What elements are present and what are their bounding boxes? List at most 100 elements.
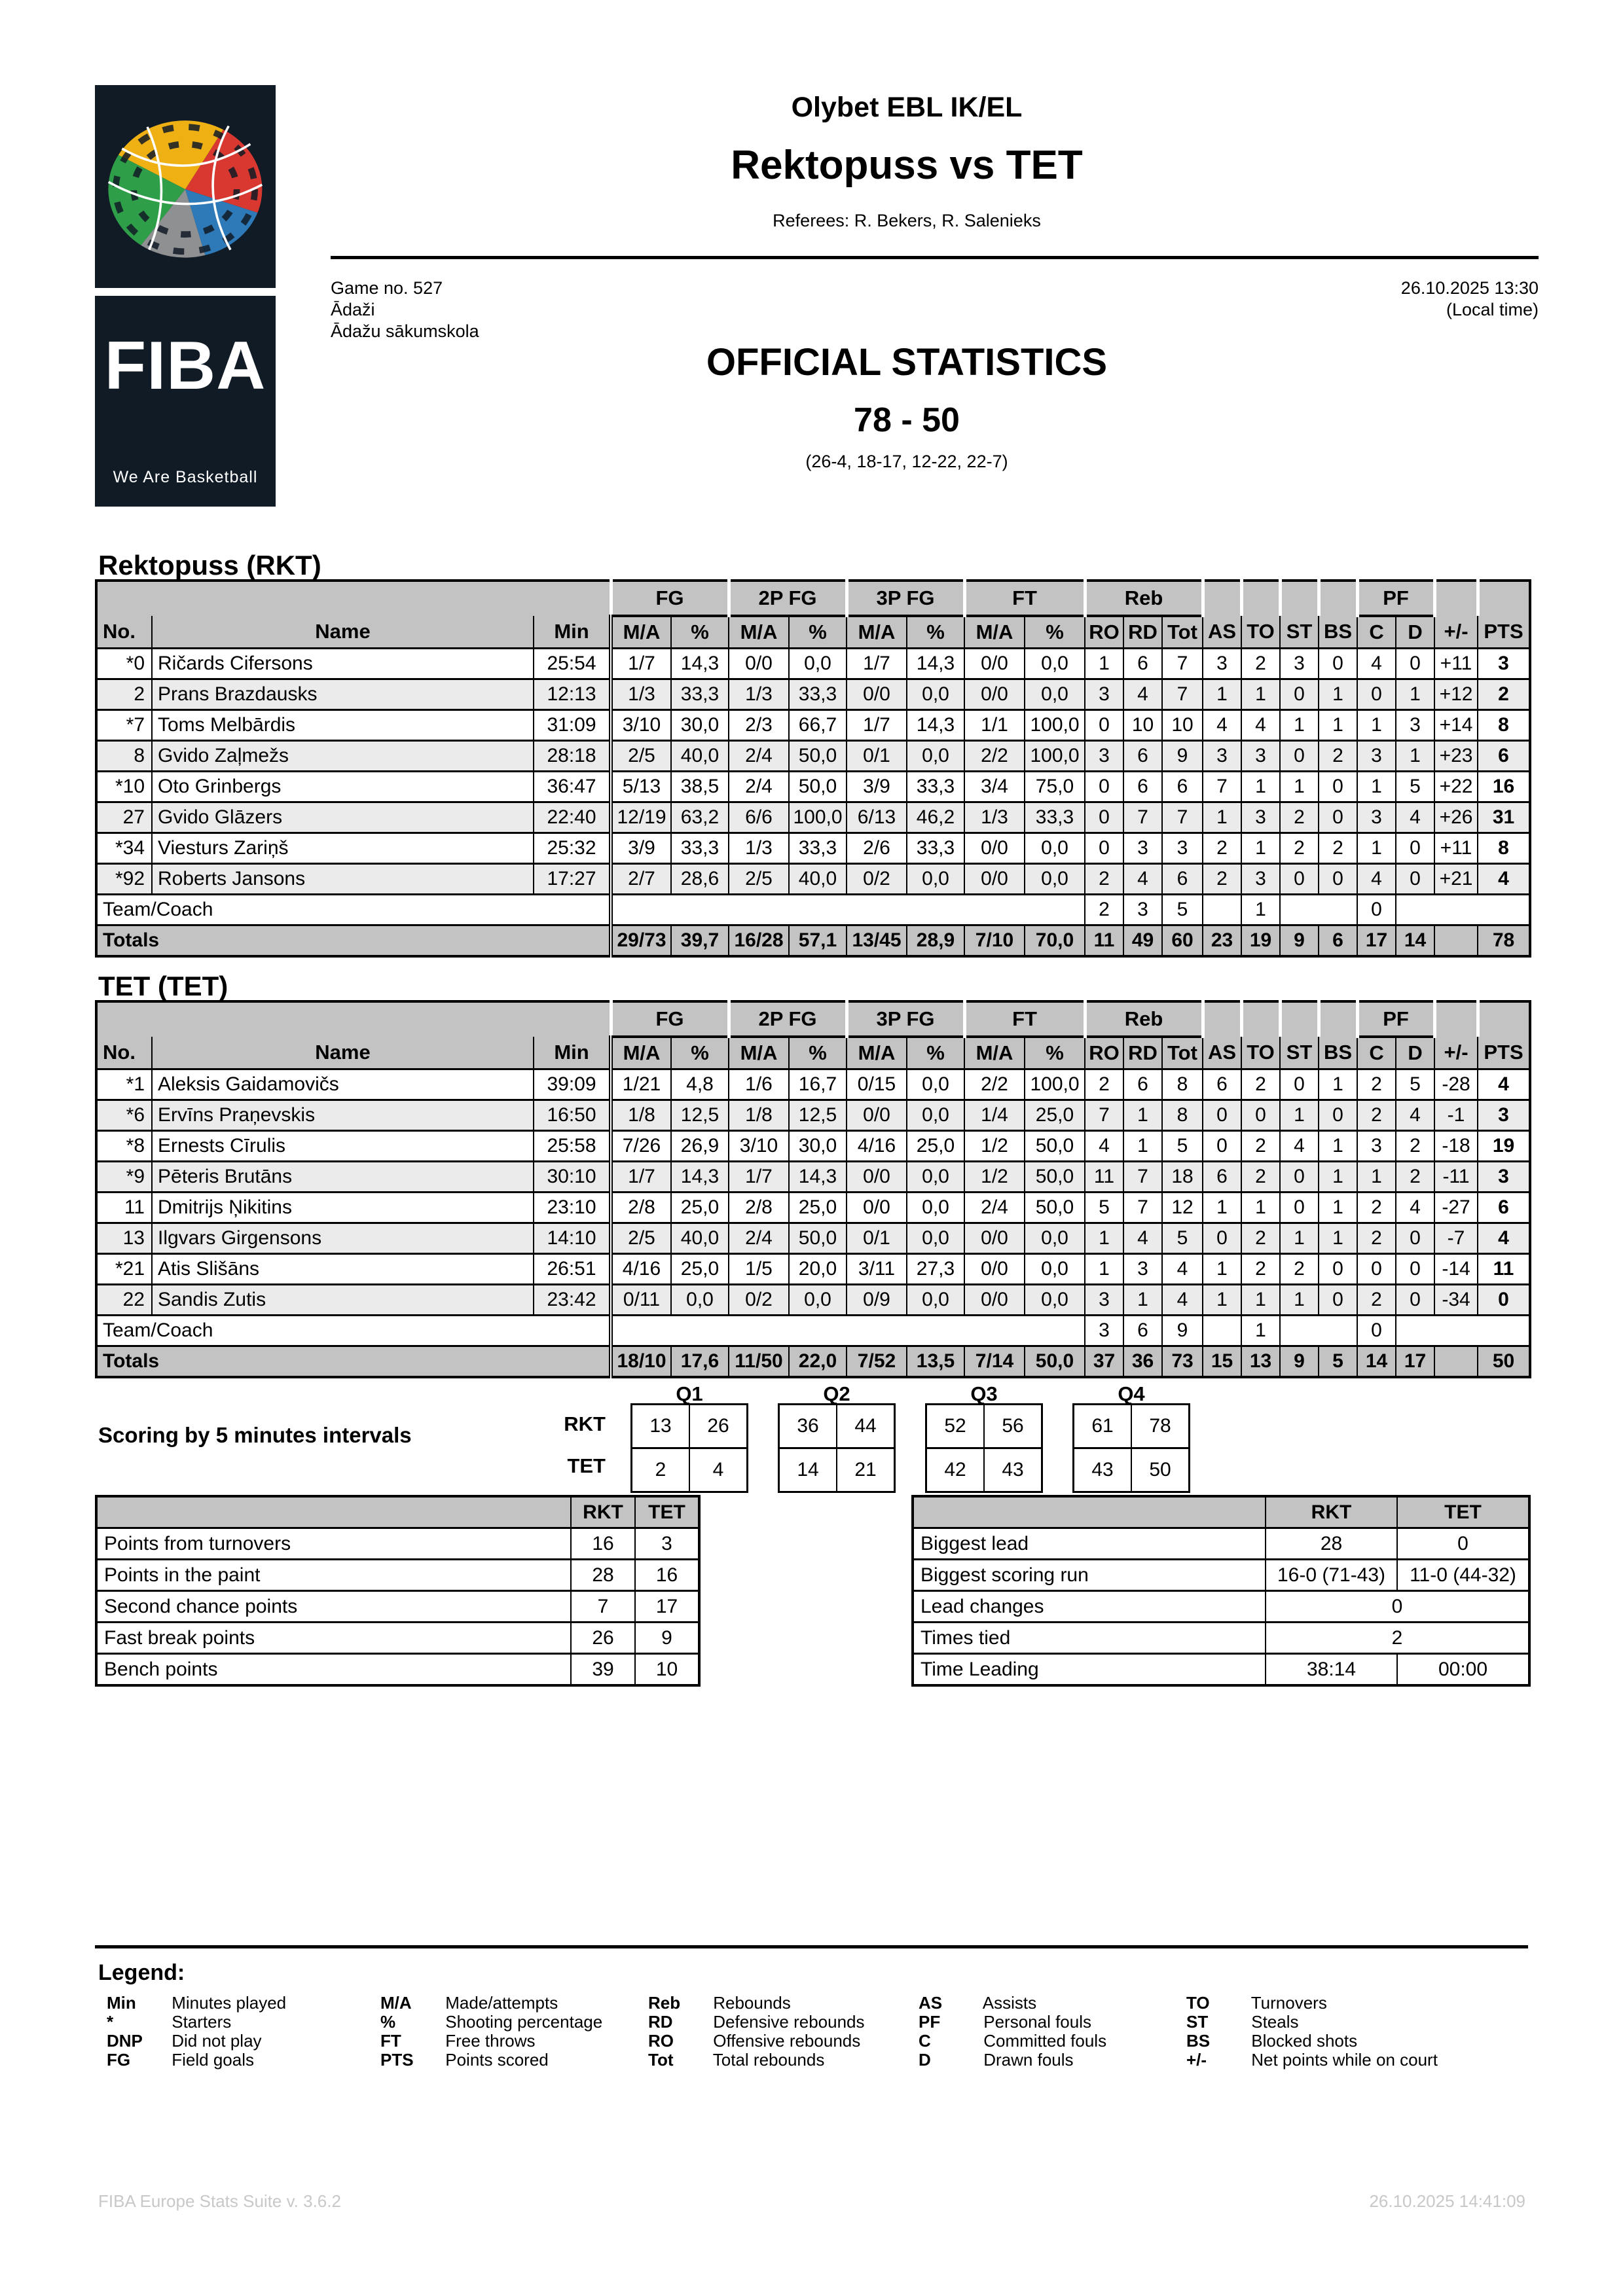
table-row: *21 Atis Slišāns 26:51 4/16 25,0 1/5 20,0 3/11 2… <box>96 1253 1531 1285</box>
cell: 0 <box>1395 1283 1436 1316</box>
cell: 6 <box>1161 770 1204 803</box>
cell: 1 <box>1318 678 1359 711</box>
cell: 0,0 <box>906 863 965 895</box>
cell: 6 <box>1123 647 1163 680</box>
quarter-block: Q4 61 78 43 50 <box>1072 1382 1190 1493</box>
legend-desc: Personal fouls <box>983 2012 1091 2032</box>
legend-item: FT Free throws <box>380 2032 648 2051</box>
cell: 50,0 <box>788 770 847 803</box>
cell: 7 <box>1161 647 1204 680</box>
cell: 63,2 <box>670 801 729 834</box>
table-row: 52 56 <box>925 1403 1043 1449</box>
legend-abbr: +/- <box>1186 2050 1207 2070</box>
cell: 2 <box>1241 1068 1281 1101</box>
cell: 7 <box>570 1590 636 1623</box>
cell: 4 <box>1477 863 1531 895</box>
cell: 3/10 <box>728 1130 790 1162</box>
cell: 1 <box>1202 1283 1243 1316</box>
cell: 31:09 <box>533 709 611 742</box>
cell: 2 <box>1279 801 1320 834</box>
cell: 0/0 <box>728 647 790 680</box>
legend-item: M/A Made/attempts <box>380 1994 648 2013</box>
cell: Ernests Cīrulis <box>151 1130 534 1162</box>
legend-abbr: PF <box>919 2012 941 2032</box>
legend-item: RD Defensive rebounds <box>648 2013 919 2032</box>
table-row: 14 21 <box>778 1447 896 1493</box>
cell: 0 <box>1084 770 1124 803</box>
cell: 0 <box>1357 1253 1397 1285</box>
cell: 4 <box>1279 1130 1320 1162</box>
cell: 3 <box>1241 801 1281 834</box>
cell: 1/2 <box>964 1160 1025 1193</box>
table-row: *1 Aleksis Gaidamovičs 39:09 1/21 4,8 1/6 16,7… <box>96 1068 1531 1101</box>
cell: 1 <box>1279 1099 1320 1132</box>
intervals-quarters: Q1 13 26 2 4 <box>630 1382 1190 1493</box>
cell: 11 <box>1084 1160 1124 1193</box>
cell: 2 <box>630 1447 690 1493</box>
cell: 39:09 <box>533 1068 611 1101</box>
col-tet: TET <box>634 1495 700 1529</box>
cell: 7 <box>1161 801 1204 834</box>
cell: 4 <box>1202 709 1243 742</box>
legend-desc: Drawn fouls <box>983 2050 1074 2070</box>
league-name: Olybet EBL IK/EL <box>791 92 1023 123</box>
cell: 0/1 <box>846 740 907 772</box>
quarter-label: Q3 <box>970 1382 998 1405</box>
cell: 0/0 <box>964 678 1025 711</box>
cell: 12/19 <box>609 801 672 834</box>
cell: 3 <box>1084 740 1124 772</box>
cell: 0/9 <box>846 1283 907 1316</box>
cell: 6/6 <box>728 801 790 834</box>
legend-desc: Net points while on court <box>1251 2050 1438 2070</box>
cell: 0 <box>1084 832 1124 865</box>
cell: 4 <box>689 1447 748 1493</box>
cell: 2/8 <box>609 1191 672 1224</box>
cell: 0 <box>1279 740 1320 772</box>
table-row: Bench points 39 10 <box>96 1653 700 1687</box>
cell: 2 <box>1279 832 1320 865</box>
venue: Ādažu sākumskola <box>331 321 479 341</box>
cell: 0 <box>1477 1283 1531 1316</box>
cell: 50,0 <box>1024 1130 1085 1162</box>
cell: 0 <box>1318 647 1359 680</box>
legend-abbr: TO <box>1186 1993 1210 2013</box>
cell: +22 <box>1434 770 1479 803</box>
city: Ādaži <box>331 300 375 319</box>
cell: 2/5 <box>609 1222 672 1255</box>
cell: 14,3 <box>788 1160 847 1193</box>
cell: 28 <box>570 1558 636 1592</box>
cell: 16 <box>570 1527 636 1560</box>
table-row: 11 Dmitrijs Ņikitins 23:10 2/8 25,0 2/8 25,0 0/… <box>96 1191 1531 1224</box>
legend-item: * Starters <box>107 2013 380 2032</box>
table-row: Times tied 2 <box>912 1621 1530 1655</box>
legend-divider <box>95 1945 1528 1948</box>
cell: 3 <box>1202 647 1243 680</box>
cell: 0,0 <box>788 1283 847 1316</box>
cell: Gvido Zaļmežs <box>151 740 534 772</box>
scoring-intervals: Scoring by 5 minutes intervals RKT TET Q… <box>98 1382 1190 1493</box>
cell: 3 <box>1357 740 1397 772</box>
cell: 16 <box>634 1558 700 1592</box>
cell: 3 <box>634 1527 700 1560</box>
cell: 1 <box>1395 678 1436 711</box>
cell: 25,0 <box>906 1130 965 1162</box>
cell: Ervīns Praņevskis <box>151 1099 534 1132</box>
cell: +26 <box>1434 801 1479 834</box>
cell: 2 <box>1395 1160 1436 1193</box>
cell: 33,3 <box>906 832 965 865</box>
group-header-row: FG 2P FG 3P FG FT Reb PF <box>96 581 1531 617</box>
cell: 1 <box>1202 678 1243 711</box>
cell: 12,5 <box>788 1099 847 1132</box>
game-number: Game no. 527 <box>331 278 443 298</box>
legend-item: D Drawn fouls <box>919 2051 1186 2070</box>
team-coach-row: Team/Coach 2 3 5 1 0 <box>96 893 1531 926</box>
cell: 50,0 <box>788 1222 847 1255</box>
cell: 0,0 <box>906 678 965 711</box>
col-tet: TET <box>1396 1495 1530 1529</box>
cell: 1 <box>1123 1099 1163 1132</box>
cell: 1/7 <box>846 647 907 680</box>
cell: 1 <box>1318 1130 1359 1162</box>
legend-desc: Shooting percentage <box>445 2012 603 2032</box>
cell: 0,0 <box>1024 1253 1085 1285</box>
cell: 1/1 <box>964 709 1025 742</box>
